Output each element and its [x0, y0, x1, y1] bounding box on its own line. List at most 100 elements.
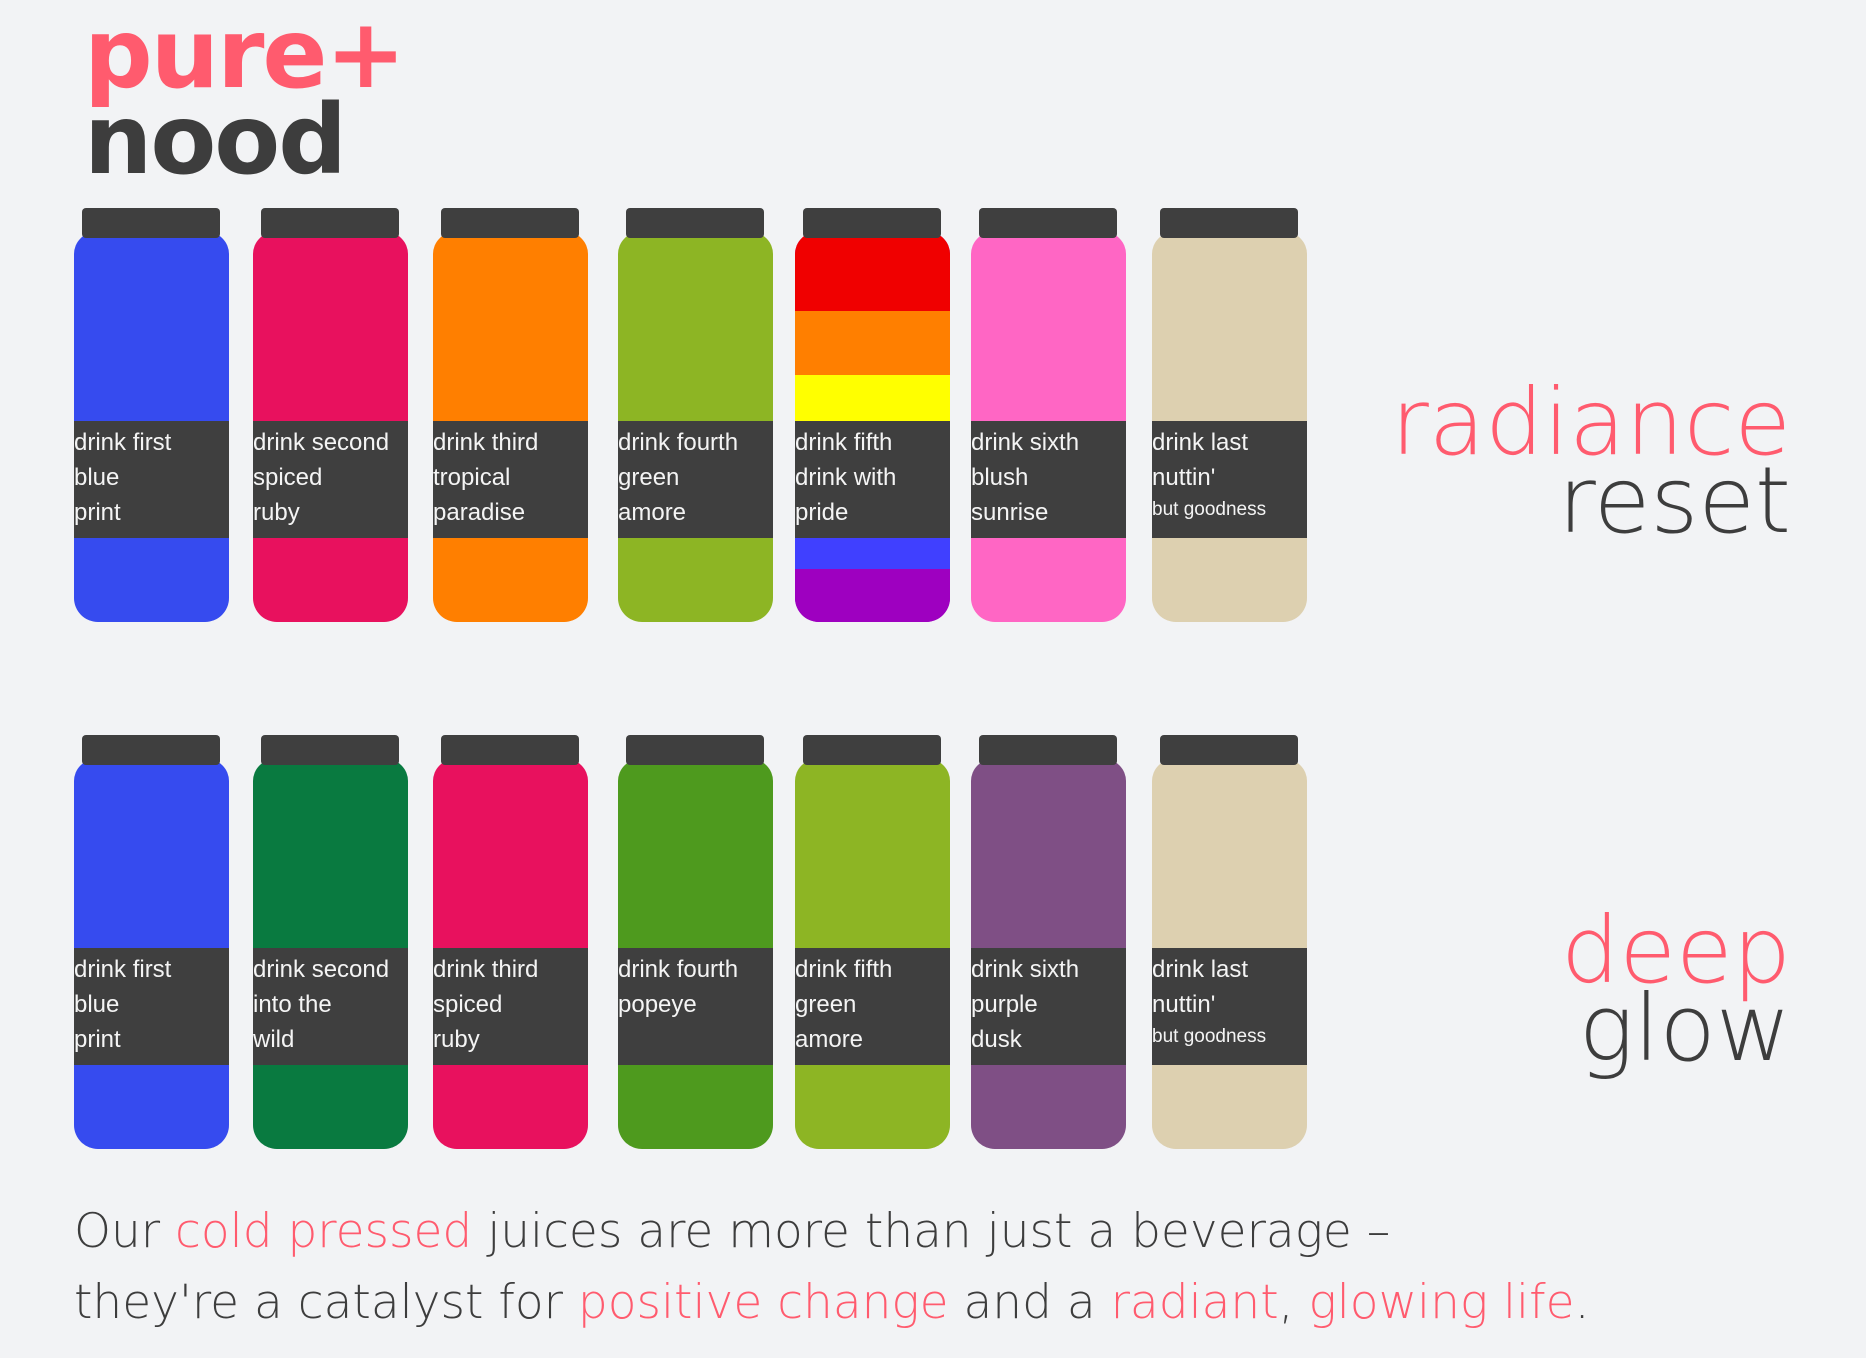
bottle-label: drink fourth green amore	[618, 421, 773, 538]
logo-line-pure: pure+	[84, 0, 406, 110]
bottle-label-line: paradise	[433, 499, 526, 526]
bottle-body: drink last nuttin' but goodness	[1152, 232, 1307, 622]
bottle-label: drink fifth drink with pride	[795, 421, 950, 538]
brand-logo: pure+ nood	[84, 0, 406, 196]
bottle-label-line: popeye	[618, 991, 697, 1018]
tagline-text: ,	[1278, 1275, 1309, 1330]
bottle-label-line: drink fourth	[618, 429, 739, 456]
rainbow-stripe	[795, 538, 950, 569]
bottle-body: drink fourth green amore	[618, 232, 773, 622]
tagline-highlight: radiant	[1110, 1275, 1279, 1330]
tagline-text: .	[1574, 1275, 1590, 1330]
bottle-cap	[82, 735, 220, 765]
bottle-label-line: drink fourth	[618, 956, 739, 983]
bottle-label-line: drink first	[74, 429, 172, 456]
bottle-cap	[803, 208, 941, 238]
heading-accent: radiance	[1390, 369, 1791, 476]
bottle-label-line: into the	[253, 991, 332, 1018]
bottle-label-line: sunrise	[971, 499, 1049, 526]
bottle-cap	[803, 735, 941, 765]
bottle-label-line: pride	[795, 499, 849, 526]
heading-main: glow	[1578, 975, 1791, 1082]
bottle-cap	[261, 208, 399, 238]
bottle-label-line: nuttin'	[1152, 464, 1216, 491]
bottle-body: drink sixth blush sunrise	[971, 232, 1126, 622]
bottle-label-line: green	[795, 991, 857, 1018]
bottle-label: drink second spiced ruby	[253, 421, 408, 538]
rainbow-stripe	[795, 311, 950, 375]
tagline-text: Our	[74, 1204, 176, 1259]
row-heading-deep-glow: deep glow	[1561, 897, 1791, 1082]
bottle-label-line: drink with	[795, 464, 897, 491]
bottle-label: drink sixth purple dusk	[971, 948, 1126, 1065]
bottle-label-line: dusk	[971, 1026, 1022, 1053]
tagline-highlight: positive change	[577, 1275, 949, 1330]
bottle-label-line: drink third	[433, 429, 539, 456]
bottle-cap	[626, 735, 764, 765]
bottle-label-line: green	[618, 464, 680, 491]
bottle-label-line: blue	[74, 991, 120, 1018]
bottle-cap	[1160, 735, 1298, 765]
bottle-label-line: drink third	[433, 956, 539, 983]
bottle-label: drink first blue print	[74, 421, 229, 538]
bottle-label-line: print	[74, 499, 121, 526]
bottle-label-line: wild	[253, 1026, 295, 1053]
bottle-label-line: print	[74, 1026, 121, 1053]
tagline-text: they're a catalyst for	[74, 1275, 578, 1330]
bottle-label-line: blue	[74, 464, 120, 491]
bottle-cap	[261, 735, 399, 765]
bottle-cap	[82, 208, 220, 238]
rainbow-stripe	[795, 232, 950, 311]
bottle-label: drink fourth popeye	[618, 948, 773, 1065]
bottle-label-line: but goodness	[1152, 1026, 1267, 1047]
bottle-body: drink fifth drink with pride	[795, 232, 950, 622]
bottle-label-line: tropical	[433, 464, 511, 491]
logo-line-nood: nood	[84, 84, 347, 196]
bottle-cap	[626, 208, 764, 238]
bottle-label-line: drink last	[1152, 429, 1249, 456]
row-heading-radiance-reset: radiance reset	[1390, 369, 1791, 554]
bottle-body: drink first blue print	[74, 232, 229, 622]
bottle-label-line: but goodness	[1152, 499, 1267, 520]
bottle-label-line: drink second	[253, 956, 390, 983]
bottle-label-line: drink first	[74, 956, 172, 983]
bottle-label-line: drink fifth	[795, 429, 893, 456]
heading-main: reset	[1557, 447, 1791, 554]
bottle-label: drink sixth blush sunrise	[971, 421, 1126, 538]
bottle-label-line: amore	[795, 1026, 864, 1053]
bottle-body: drink fourth popeye	[618, 759, 773, 1149]
heading-accent: deep	[1561, 897, 1791, 1004]
bottle-label-line: spiced	[253, 464, 323, 491]
bottle-label-line: drink fifth	[795, 956, 893, 983]
tagline-highlight: cold pressed	[175, 1204, 473, 1259]
bottle-label: drink first blue print	[74, 948, 229, 1065]
bottle-cap	[1160, 208, 1298, 238]
bottle-body: drink second spiced ruby	[253, 232, 408, 622]
bottle-cap	[441, 735, 579, 765]
bottle-label: drink third spiced ruby	[433, 948, 588, 1065]
bottle-label-line: purple	[971, 991, 1038, 1018]
bottle-label-line: spiced	[433, 991, 503, 1018]
bottle-body: drink fifth green amore	[795, 759, 950, 1149]
bottle-body: drink second into the wild	[253, 759, 408, 1149]
bottle-label-line: ruby	[433, 1026, 480, 1053]
bottle-cap	[441, 208, 579, 238]
bottle-label-line: ruby	[253, 499, 300, 526]
tagline-text: juices are more than just a beverage –	[472, 1204, 1391, 1259]
bottle-body: drink last nuttin' but goodness	[1152, 759, 1307, 1149]
tagline-text: and a	[948, 1275, 1111, 1330]
bottle-label: drink fifth green amore	[795, 948, 950, 1065]
bottle-body: drink first blue print	[74, 759, 229, 1149]
bottle-cap	[979, 208, 1117, 238]
bottle-label: drink second into the wild	[253, 948, 408, 1065]
tagline-paragraph: Our cold pressed juices are more than ju…	[74, 1196, 1590, 1338]
bottle-label-line: amore	[618, 499, 687, 526]
bottle-label-line: blush	[971, 464, 1029, 491]
rainbow-stripe	[795, 375, 950, 421]
rainbow-stripe	[795, 569, 950, 622]
bottle-label-line: drink sixth	[971, 429, 1080, 456]
bottle-label-line: drink sixth	[971, 956, 1080, 983]
bottle-body: drink third tropical paradise	[433, 232, 588, 622]
bottle-label: drink last nuttin' but goodness	[1152, 948, 1307, 1065]
bottle-label-line: drink second	[253, 429, 390, 456]
